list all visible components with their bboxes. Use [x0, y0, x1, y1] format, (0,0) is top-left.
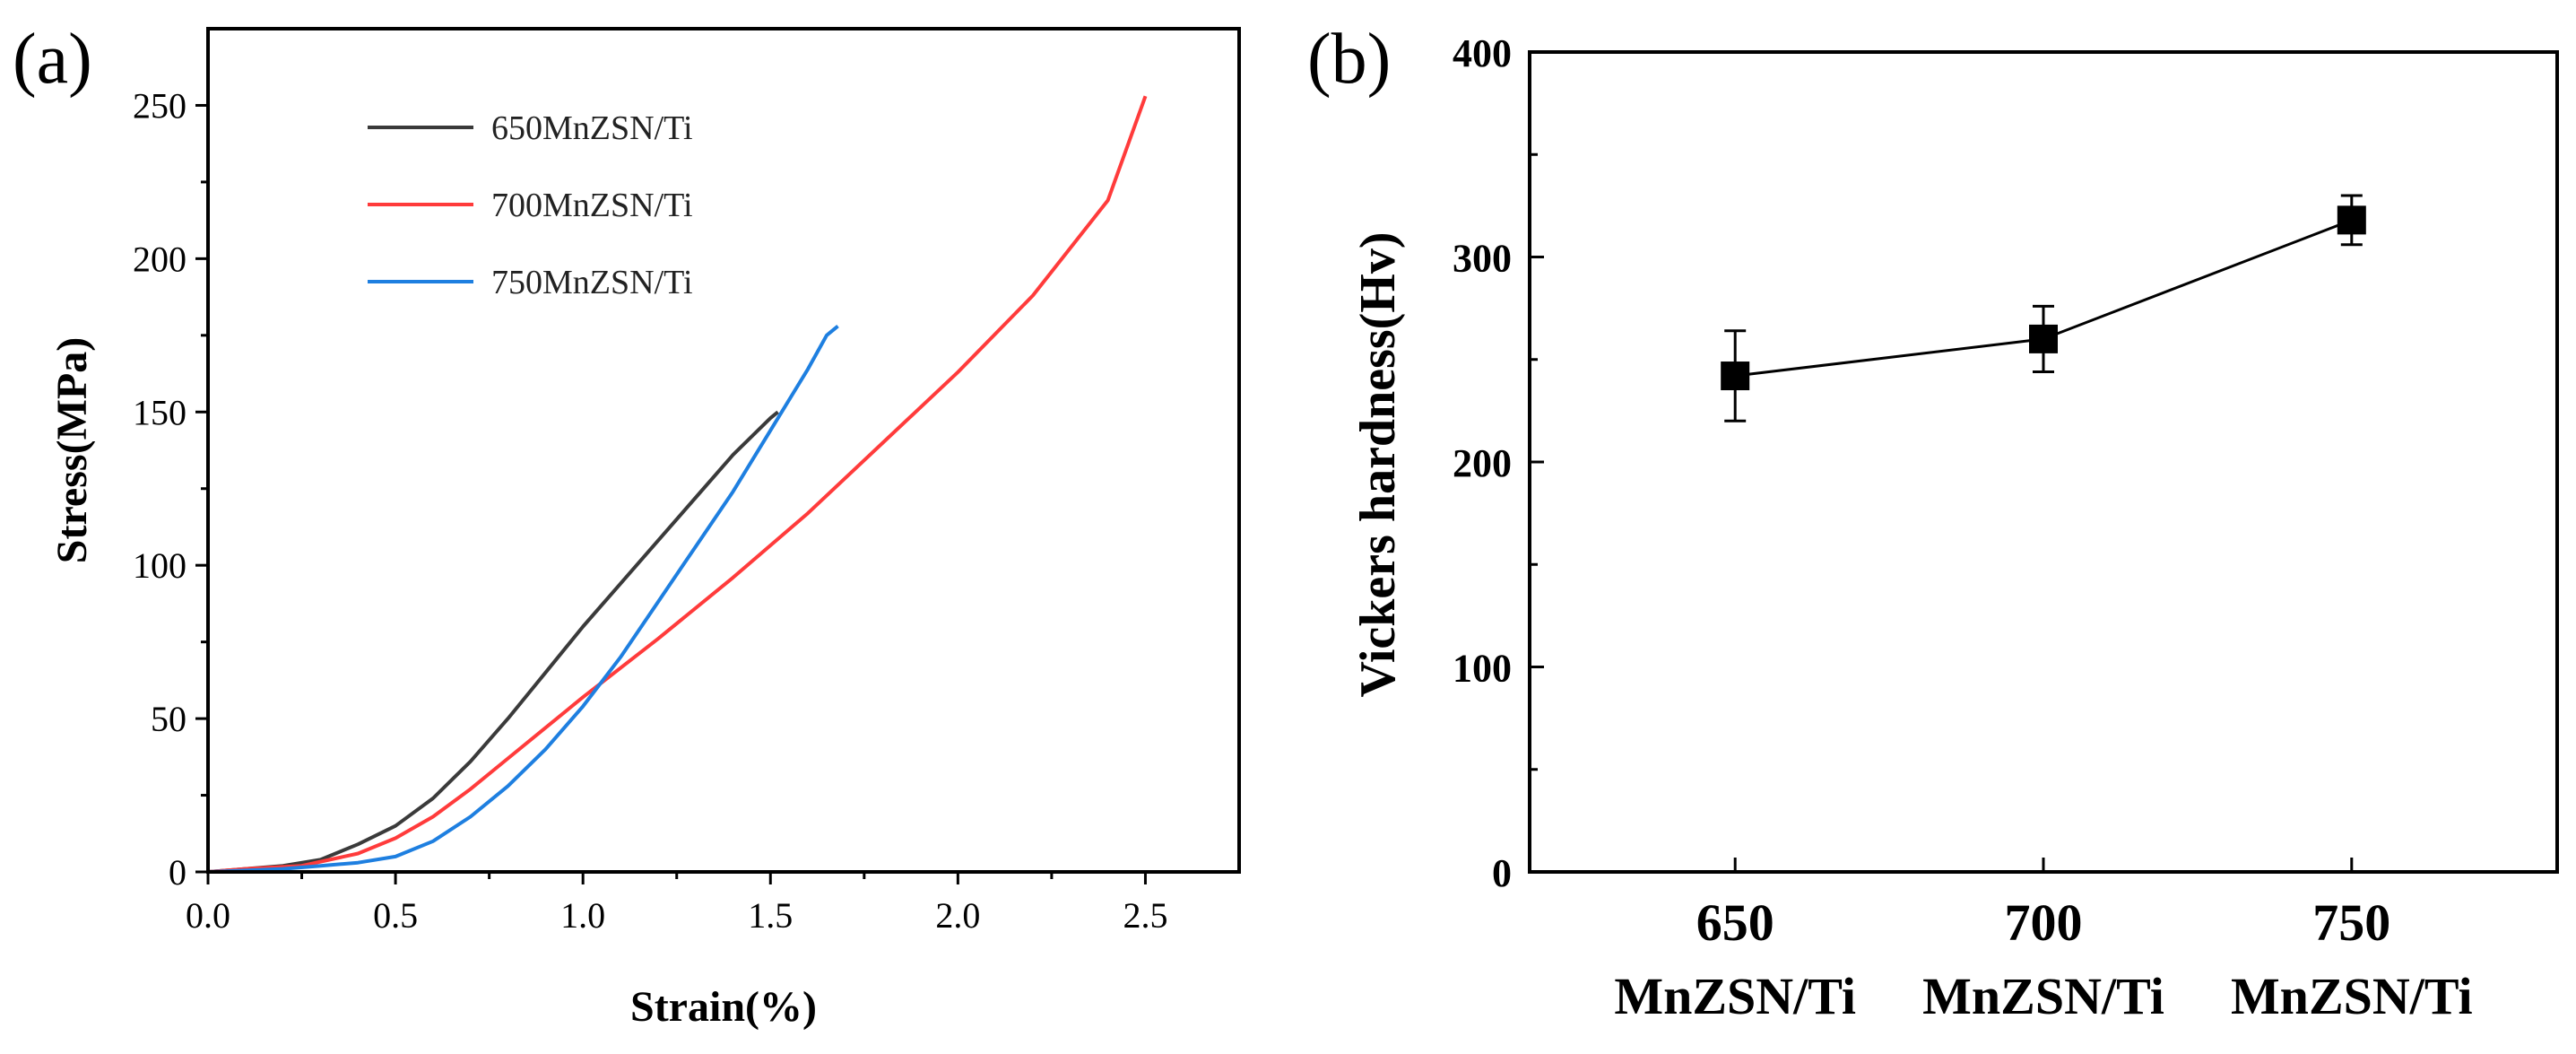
a-y-axis-title: Stress(MPa) [48, 337, 96, 563]
a-series-lines [207, 95, 1148, 874]
a-legend-label: 700MnZSN/Ti [491, 187, 693, 224]
b-y-tick-label: 100 [1453, 647, 1512, 691]
panel-a-label: (a) [13, 20, 92, 99]
b-y-tick-label: 200 [1453, 441, 1512, 485]
b-x-category-bottom: MnZSN/Ti [1614, 967, 1856, 1025]
b-x-category-top: 650 [1696, 893, 1774, 952]
a-x-tick-label: 0.0 [186, 895, 230, 936]
b-x-category-bottom: MnZSN/Ti [1922, 967, 2164, 1025]
b-x-category-top: 750 [2312, 893, 2390, 952]
b-y-axis-title: Vickers hardness(Hv) [1350, 231, 1406, 697]
a-x-tick-label: 0.5 [373, 895, 418, 936]
a-series-line-650MnZSN/Ti [207, 410, 779, 874]
a-y-tick-label: 100 [133, 545, 186, 586]
b-data-markers [1721, 194, 2366, 422]
a-y-tick-label: 150 [133, 392, 186, 432]
b-y-tick-label: 300 [1453, 237, 1512, 281]
a-y-tick-label: 0 [169, 852, 186, 893]
b-axis-ticks: 0 100 200 300 400 [1453, 31, 2354, 895]
panel-b: (b) 0 100 200 300 400 650 MnZSN/Ti 700 MnZSN/Ti… [1307, 20, 2559, 1025]
a-series-line-700MnZSN/Ti [207, 95, 1148, 874]
a-series-line-750MnZSN/Ti [207, 325, 839, 874]
a-x-tick-label: 2.0 [935, 895, 980, 936]
a-y-tick-label: 50 [151, 699, 186, 739]
a-x-tick-label: 1.0 [560, 895, 605, 936]
panel-a: (a) 0.0 0.5 1.0 1.5 2.0 2.5 0 50 100 150 200 250 65… [13, 20, 1241, 1031]
a-y-tick-label: 200 [133, 239, 186, 279]
b-x-categories: 650 MnZSN/Ti 700 MnZSN/Ti 750 MnZSN/Ti [1614, 893, 2472, 1025]
a-plot-frame [206, 27, 1241, 874]
panel-b-label: (b) [1307, 20, 1391, 99]
b-y-tick-label: 0 [1492, 851, 1512, 895]
a-legend-label: 750MnZSN/Ti [491, 264, 693, 301]
a-x-axis-title: Strain(%) [630, 983, 817, 1031]
b-data-point [2337, 205, 2366, 235]
b-y-tick-label: 400 [1453, 31, 1512, 75]
b-x-category-top: 700 [2005, 893, 2083, 952]
a-x-tick-label: 1.5 [748, 895, 793, 936]
a-legend: 650MnZSN/Ti 700MnZSN/Ti 750MnZSN/Ti [368, 109, 693, 301]
b-data-point [1721, 361, 1750, 391]
a-y-tick-label: 250 [133, 85, 186, 126]
a-legend-label: 650MnZSN/Ti [491, 109, 693, 147]
a-x-tick-label: 2.5 [1123, 895, 1167, 936]
b-plot-frame [1528, 50, 2559, 874]
b-data-point [2029, 324, 2058, 353]
b-x-category-bottom: MnZSN/Ti [2231, 967, 2473, 1025]
a-axis-ticks: 0.0 0.5 1.0 1.5 2.0 2.5 0 50 100 150 200 250 [133, 85, 1167, 936]
